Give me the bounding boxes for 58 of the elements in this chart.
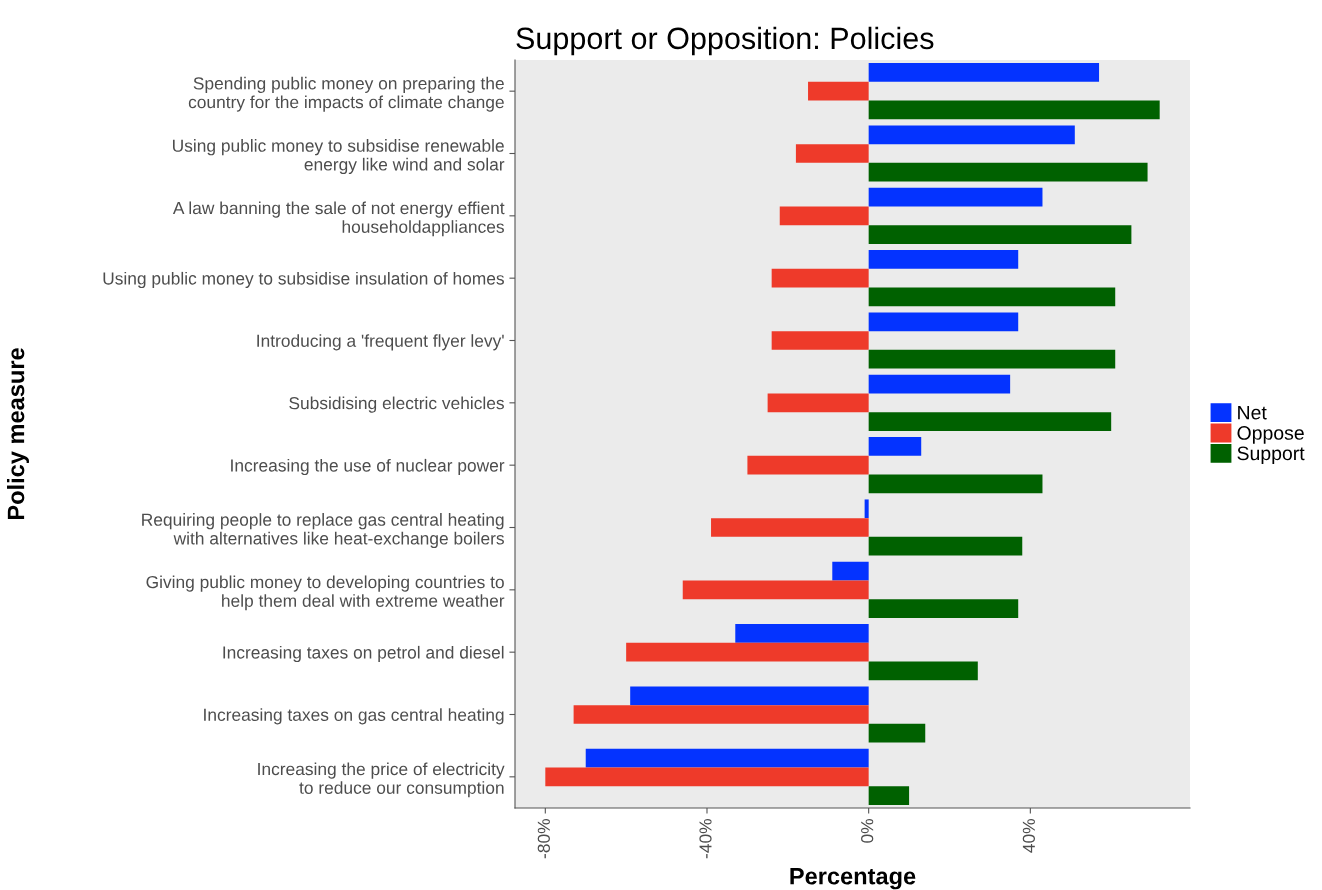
bar: [585, 748, 869, 768]
x-tick-label: 40%: [1022, 819, 1035, 853]
y-tick-label: A law banning the sale of not energy effient householdappliances: [172, 201, 505, 237]
bar: [795, 144, 869, 163]
y-tick-label: Subsidising electric vehicles: [289, 396, 504, 413]
bar: [868, 100, 1160, 120]
bar: [868, 349, 1116, 369]
bar: [868, 786, 910, 805]
bar: [711, 518, 869, 537]
y-axis-title: Policy measure: [6, 348, 29, 520]
x-tick-label: -40%: [699, 819, 712, 859]
bar: [767, 393, 869, 413]
bar: [771, 268, 869, 288]
bar: [868, 187, 1043, 207]
bar: [864, 499, 869, 519]
bar: [747, 455, 869, 475]
y-tick-label: Increasing taxes on petrol and diesel: [223, 645, 504, 663]
x-tick-label: 0%: [861, 819, 874, 843]
bar: [682, 580, 869, 600]
bar: [868, 437, 922, 456]
x-tick-label: -80%: [537, 819, 550, 859]
bar: [868, 63, 1100, 82]
bar: [808, 81, 869, 101]
y-tick-label: Spending public money on preparing the country for the impacts of climate change: [188, 76, 504, 112]
bar: [868, 374, 1011, 394]
bar: [868, 162, 1148, 182]
bar: [868, 599, 1019, 618]
bar: [868, 412, 1112, 431]
y-tick-label: Using public money to subsidise insulation of homes: [103, 271, 504, 289]
y-tick-label: Increasing taxes on gas central heating: [204, 708, 504, 725]
legend-label: Oppose: [1237, 426, 1304, 444]
y-tick-label: Increasing the price of electricity to reduce our consumption: [258, 762, 505, 798]
bar: [735, 624, 869, 643]
y-tick-label: Increasing the use of nuclear power: [231, 458, 505, 476]
bar: [868, 312, 1019, 332]
y-tick-label: Giving public money to developing countries to help them deal with extreme weather: [146, 575, 505, 611]
y-tick-label: Using public money to subsidise renewable energy like wind and solar: [173, 139, 505, 174]
legend-label: Net: [1238, 405, 1267, 420]
bar: [868, 125, 1075, 145]
bar: [868, 723, 926, 743]
chart-title: Support or Opposition: Policies: [516, 26, 934, 56]
legend-label: Support: [1237, 446, 1305, 465]
bar: [771, 331, 869, 350]
bar: [626, 642, 869, 662]
bar: [779, 206, 869, 226]
bar: [868, 250, 1019, 269]
bar: [868, 474, 1043, 494]
bar: [573, 705, 869, 724]
bar: [832, 561, 869, 581]
bar: [868, 287, 1116, 307]
bar: [868, 661, 978, 681]
bar: [630, 686, 869, 706]
bar: [545, 767, 869, 787]
bar: [868, 225, 1132, 244]
y-tick-label: Requiring people to replace gas central heating with alternatives like heat-exchange boilers: [142, 513, 504, 548]
bar: [868, 536, 1023, 556]
y-tick-label: Introducing a 'frequent flyer levy': [257, 334, 504, 351]
x-axis-title: Percentage: [790, 868, 916, 890]
